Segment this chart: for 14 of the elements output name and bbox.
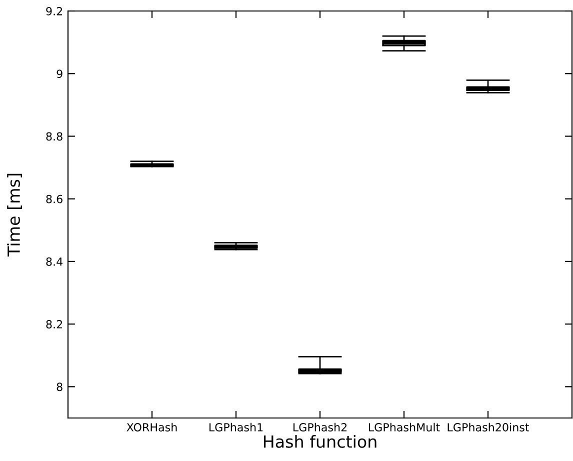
y-tick-label: 9.2 bbox=[46, 6, 62, 16]
x-tick-label: XORHash bbox=[126, 422, 177, 432]
y-tick-label: 8.4 bbox=[46, 257, 63, 266]
y-tick-label: 8 bbox=[56, 382, 62, 392]
y-tick-label: 9 bbox=[56, 70, 62, 78]
y-tick-label: 8.8 bbox=[46, 132, 62, 141]
y-tick-label: 8.2 bbox=[46, 320, 62, 328]
x-tick-label: LGPhash20inst bbox=[448, 422, 530, 432]
x-tick-label: LGPhashMult bbox=[368, 422, 440, 432]
y-tick-label: 8.6 bbox=[46, 194, 62, 204]
x-tick-label: LGPhash1 bbox=[209, 422, 263, 432]
x-axis-title: Hash function bbox=[264, 435, 376, 448]
y-axis-title: Time [ms] bbox=[7, 174, 22, 257]
x-tick-label: LGPhash2 bbox=[293, 422, 347, 432]
